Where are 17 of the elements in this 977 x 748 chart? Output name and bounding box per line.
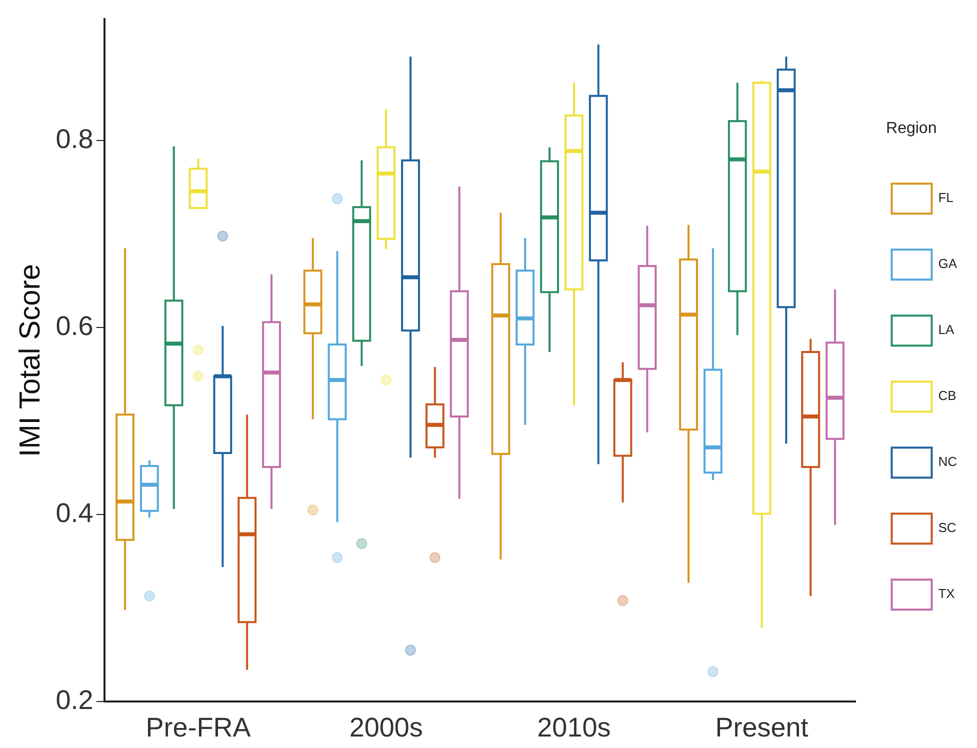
y-tick-label: 0.2 (56, 685, 94, 716)
legend-label: TX (938, 586, 956, 602)
y-tick-label: 0.6 (56, 311, 94, 342)
legend-label: LA (938, 322, 954, 338)
legend-title: Region (886, 120, 937, 137)
legend-label: CB (938, 388, 956, 404)
x-tick-label: 2010s (537, 712, 611, 742)
x-tick-label: Pre-FRA (146, 712, 251, 742)
legend-label: FL (938, 190, 954, 206)
legend-label: GA (938, 256, 958, 272)
legend-label: NC (938, 454, 957, 470)
x-tick-label: Present (715, 712, 809, 742)
y-tick-label: 0.8 (56, 124, 94, 154)
x-tick-label: 2000s (349, 712, 423, 742)
y-axis-title: IMI Total Score (14, 264, 46, 457)
y-tick-label: 0.4 (56, 498, 94, 528)
legend-label: SC (938, 520, 956, 536)
